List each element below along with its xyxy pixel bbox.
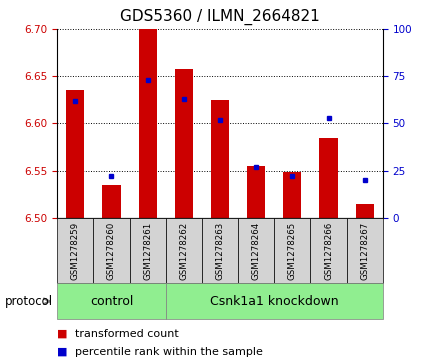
Text: GSM1278264: GSM1278264 [252,221,260,280]
Text: control: control [90,295,133,308]
Bar [319,138,337,218]
Bar [139,29,157,218]
Text: ■: ■ [57,347,68,357]
Text: percentile rank within the sample: percentile rank within the sample [75,347,263,357]
Bar [356,204,374,218]
Bar [283,172,301,218]
Text: GSM1278266: GSM1278266 [324,221,333,280]
Text: GSM1278267: GSM1278267 [360,221,369,280]
Text: Csnk1a1 knockdown: Csnk1a1 knockdown [210,295,338,308]
Text: ■: ■ [57,329,68,339]
Text: transformed count: transformed count [75,329,179,339]
Text: GSM1278260: GSM1278260 [107,221,116,280]
Bar [66,90,84,218]
Text: GSM1278265: GSM1278265 [288,221,297,280]
Text: GSM1278263: GSM1278263 [216,221,224,280]
Bar [247,166,265,218]
Text: GSM1278262: GSM1278262 [180,221,188,280]
Bar [103,185,121,218]
Bar [211,100,229,218]
Text: GDS5360 / ILMN_2664821: GDS5360 / ILMN_2664821 [120,9,320,25]
Text: GSM1278261: GSM1278261 [143,221,152,280]
Text: protocol: protocol [4,295,52,308]
Bar [175,69,193,218]
Text: GSM1278259: GSM1278259 [71,221,80,280]
